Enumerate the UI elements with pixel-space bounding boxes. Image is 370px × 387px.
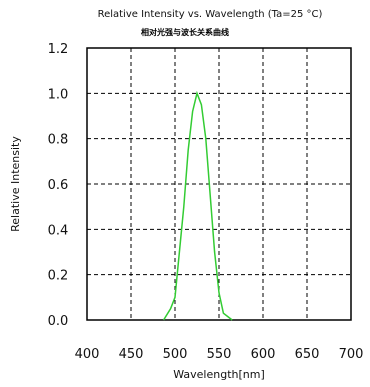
chart-title: Relative Intensity vs. Wavelength (Ta=25…	[98, 9, 323, 20]
y-tick-label: 0.8	[48, 133, 69, 148]
x-tick-label: 550	[207, 347, 232, 362]
y-tick-labels: 0.0 0.2 0.4 0.6 0.8 1.0 1.2	[48, 42, 69, 329]
y-tick-label: 0.6	[48, 178, 69, 193]
chart-subtitle: 相对光强与波长关系曲线	[141, 27, 229, 37]
x-tick-labels: 400 450 500 550 600 650 700	[75, 347, 364, 362]
y-tick-label: 0.2	[48, 269, 69, 284]
x-tick-label: 500	[163, 347, 188, 362]
x-tick-label: 600	[251, 347, 276, 362]
plot-area	[86, 47, 352, 321]
x-tick-label: 650	[295, 347, 320, 362]
y-tick-label: 0.4	[48, 223, 69, 238]
x-axis-label: Wavelength[nm]	[173, 368, 265, 381]
x-tick-label: 400	[75, 347, 100, 362]
y-tick-label: 0.0	[48, 314, 69, 329]
x-tick-label: 700	[339, 347, 364, 362]
x-tick-label: 450	[119, 347, 144, 362]
series-line	[162, 90, 233, 321]
grid-lines	[87, 48, 351, 320]
y-tick-label: 1.2	[48, 42, 69, 57]
y-axis-label: Relative Intensity	[9, 136, 22, 232]
y-tick-label: 1.0	[48, 87, 69, 102]
